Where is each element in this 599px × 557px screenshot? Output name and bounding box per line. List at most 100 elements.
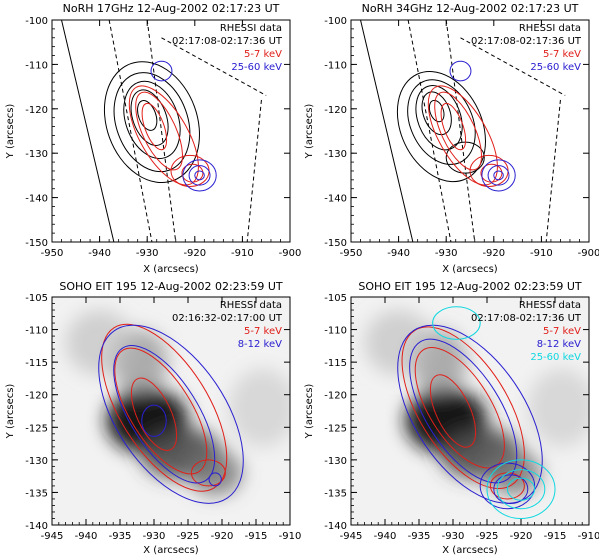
x-tick-label: -925 (476, 531, 499, 542)
dashed-line (146, 20, 177, 242)
contour-norh-17ghz-level-4 (137, 100, 158, 131)
contour-25-60-kev-level-0 (481, 159, 516, 192)
contour-8-12-kev-level-3 (208, 472, 222, 487)
panel-title: SOHO EIT 195 12-Aug-2002 02:23:59 UT (358, 280, 582, 293)
contour-5-7-kev-level-0 (401, 326, 525, 490)
y-tick-label: -100 (25, 16, 48, 27)
y-tick-label: -135 (25, 488, 48, 499)
contour-25-60-kev-level-0 (486, 459, 556, 519)
x-tick-label: -930 (136, 248, 159, 259)
contour-norh-34ghz-level-0 (396, 71, 486, 183)
x-tick-label: -920 (183, 248, 206, 259)
y-axis-label: Y (arcsecs) (304, 384, 315, 440)
legend-time: 02:17:08-02:17:36 UT (172, 36, 283, 47)
x-tick-label: -920 (211, 531, 234, 542)
contour-25-60-kev-level-1 (188, 165, 211, 186)
contour-5-7-kev-level-0 (128, 85, 199, 186)
y-tick-label: -120 (25, 105, 48, 116)
x-axis-label: X (arcsecs) (143, 264, 199, 275)
y-tick-label: -140 (324, 194, 347, 205)
emission-blob (527, 368, 589, 447)
contour-norh-17ghz-level-1 (113, 72, 191, 173)
x-tick-label: -900 (279, 248, 302, 259)
contour-5-7-kev-level-0 (427, 85, 498, 186)
legend-entry-25-60kev: 25-60 keV (231, 62, 282, 73)
y-axis-label: Y (arcsecs) (5, 104, 16, 160)
contour-8-12-kev-level-3 (493, 474, 529, 505)
y-tick-label: -130 (25, 149, 48, 160)
legend-time: 02:17:08-02:17:36 UT (471, 313, 582, 324)
contour-25-60-kev-level-3 (449, 60, 472, 82)
x-tick-label: -940 (88, 248, 111, 259)
emission-blob (228, 368, 290, 447)
x-tick-label: -945 (340, 531, 363, 542)
x-tick-label: -940 (374, 531, 397, 542)
y-tick-label: -140 (25, 521, 48, 532)
legend-title: RHESSI data (220, 23, 282, 34)
contour-5-7-kev-level-2 (141, 102, 168, 151)
plot-frame (51, 296, 291, 526)
x-tick-label: -915 (544, 531, 567, 542)
x-axis-ticks: -945 -940 -935 -930 -925 -920 -915 -910 (41, 297, 302, 542)
legend-entry-8-12kev: 8-12 keV (238, 339, 282, 350)
legend-entry-5-7kev: 5-7 keV (543, 326, 581, 337)
legend-title: RHESSI data (220, 300, 282, 311)
x-tick-label: -910 (231, 248, 254, 259)
emission-blob (65, 310, 134, 376)
y-axis-label: Y (arcsecs) (5, 384, 16, 440)
y-tick-label: -120 (324, 105, 347, 116)
solid-line (360, 20, 414, 242)
legend: RHESSI data 02:17:08-02:17:36 UT 5-7 keV… (471, 23, 582, 73)
y-axis-ticks: -140 -135 -130 -125 -120 -115 -110 -105 (324, 293, 589, 532)
y-tick-label: -100 (324, 16, 347, 27)
y-tick-label: -150 (324, 238, 347, 249)
legend-entry-25-60kev: 25-60 keV (530, 62, 581, 73)
y-tick-label: -110 (324, 326, 347, 337)
contour-norh-17ghz-level-3 (130, 89, 169, 146)
y-tick-label: -110 (25, 326, 48, 337)
panel-title: NoRH 34GHz 12-Aug-2002 02:17:23 UT (362, 2, 579, 15)
y-tick-label: -115 (25, 358, 48, 369)
contour-layer (61, 20, 267, 242)
dashed-line (161, 37, 267, 96)
legend-entry-5-7kev: 5-7 keV (244, 49, 282, 60)
x-tick-label: -910 (279, 531, 302, 542)
contour-layer (397, 306, 556, 519)
y-tick-label: -130 (324, 149, 347, 160)
x-tick-label: -920 (510, 531, 533, 542)
legend-entry-5-7kev: 5-7 keV (543, 49, 581, 60)
y-tick-label: -130 (25, 456, 48, 467)
dashed-line (460, 37, 566, 96)
contour-25-60-kev-level-1 (496, 469, 546, 510)
x-axis-ticks: -945 -940 -935 -930 -925 -920 -915 -910 (340, 297, 599, 542)
contour-5-7-kev-level-1 (114, 347, 208, 475)
y-axis-label: Y (arcsecs) (304, 104, 315, 160)
x-tick-label: -950 (41, 248, 64, 259)
contour-25-60-kev-level-1 (487, 165, 510, 186)
panel-norh-34ghz: NoRH 34GHz 12-Aug-2002 02:17:23 UT -950-… (304, 2, 599, 275)
y-tick-label: -120 (324, 391, 347, 402)
x-tick-label: -920 (482, 248, 505, 259)
panel-eit-195-a: SOHO EIT 195 12-Aug-2002 02:23:59 UT -94… (5, 280, 301, 556)
contour-layer (98, 323, 244, 504)
x-tick-label: -935 (109, 531, 132, 542)
legend: RHESSI data 02:17:08-02:17:36 UT 5-7 keV… (471, 300, 582, 363)
y-tick-label: -125 (25, 423, 48, 434)
legend-time: 02:17:08-02:17:36 UT (471, 36, 582, 47)
contour-25-60-kev-level-2 (493, 170, 504, 181)
y-tick-label: -125 (324, 423, 347, 434)
legend: RHESSI data 02:17:08-02:17:36 UT 5-7 keV… (172, 23, 283, 73)
contour-25-60-kev-level-0 (182, 159, 217, 192)
contour-8-12-kev-level-1 (113, 345, 216, 484)
contour-norh-17ghz-level-0 (103, 61, 200, 184)
dashed-line (445, 20, 476, 242)
y-tick-label: -140 (25, 194, 48, 205)
contour-5-7-kev-level-2 (429, 374, 477, 448)
panel-title: NoRH 17GHz 12-Aug-2002 02:17:23 UT (63, 2, 280, 15)
dashed-line (246, 99, 262, 242)
x-axis-label: X (arcsecs) (442, 264, 498, 275)
y-tick-label: -140 (324, 521, 347, 532)
dashed-line (407, 20, 452, 242)
y-tick-label: -105 (324, 293, 347, 304)
